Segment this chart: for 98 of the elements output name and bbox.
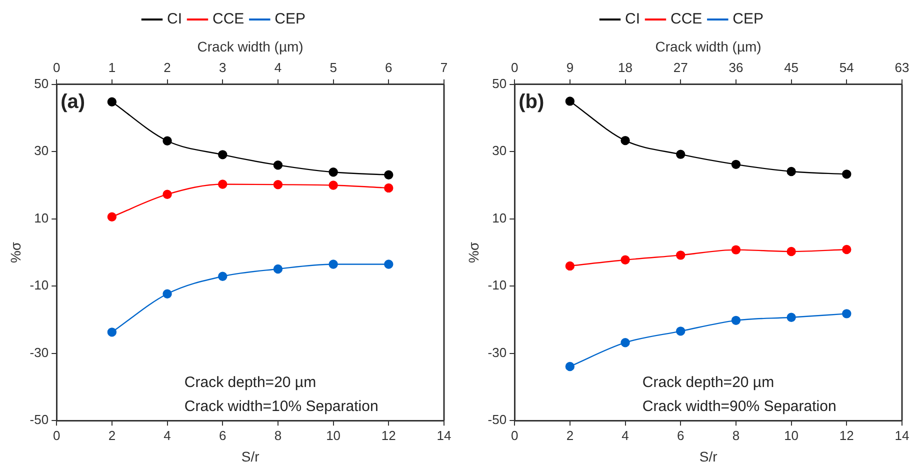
x-tick-label: 12 bbox=[381, 428, 396, 443]
x-axis-title: S/r bbox=[241, 448, 260, 464]
annotation: Crack depth=20 µm bbox=[184, 374, 316, 392]
y-tick-label: -10 bbox=[488, 278, 507, 293]
annotation: (a) bbox=[60, 90, 86, 113]
point bbox=[162, 190, 172, 199]
point bbox=[162, 289, 172, 298]
point bbox=[620, 338, 630, 348]
x-tick-label: 0 bbox=[510, 428, 518, 443]
point bbox=[676, 326, 686, 336]
x2-tick-label: 6 bbox=[385, 60, 392, 76]
point bbox=[620, 255, 630, 264]
point bbox=[107, 212, 117, 222]
point bbox=[384, 183, 394, 193]
point bbox=[107, 97, 117, 106]
y-tick-label: 30 bbox=[492, 143, 507, 158]
point bbox=[786, 246, 796, 256]
x2-tick-label: 27 bbox=[673, 60, 688, 76]
y-tick-label: 50 bbox=[34, 76, 49, 91]
point bbox=[676, 250, 686, 260]
x-tick-label: 12 bbox=[839, 428, 854, 443]
x2-tick-label: 54 bbox=[839, 60, 854, 76]
x2-tick-label: 9 bbox=[566, 60, 574, 76]
x-tick-label: 8 bbox=[274, 428, 282, 443]
x2-axis-title: Crack width (µm) bbox=[655, 38, 762, 54]
point bbox=[273, 180, 283, 190]
y-axis-title: %σ bbox=[465, 242, 482, 264]
x2-tick-label: 4 bbox=[274, 60, 282, 76]
x2-tick-label: 45 bbox=[784, 60, 799, 76]
annotation: Crack width=10% Separation bbox=[184, 398, 378, 416]
x2-axis-title: Crack width (µm) bbox=[197, 38, 304, 54]
x-axis-title: S/r bbox=[699, 448, 718, 464]
legend-label: CCE bbox=[212, 10, 244, 28]
x2-tick-label: 1 bbox=[108, 60, 116, 76]
y-tick-label: 10 bbox=[492, 210, 507, 226]
point bbox=[786, 312, 796, 322]
x-tick-label: 8 bbox=[732, 428, 740, 443]
x-tick-label: 0 bbox=[52, 428, 60, 443]
y-axis-title: %σ bbox=[7, 242, 24, 264]
x2-tick-label: 3 bbox=[219, 60, 226, 76]
point bbox=[731, 160, 741, 170]
point bbox=[273, 264, 283, 274]
annotation: Crack depth=20 µm bbox=[642, 374, 774, 392]
point bbox=[384, 170, 394, 180]
annotation: Crack width=90% Separation bbox=[642, 398, 836, 416]
point bbox=[162, 136, 172, 146]
point bbox=[842, 170, 852, 179]
x2-tick-label: 18 bbox=[618, 60, 633, 76]
point bbox=[273, 160, 283, 170]
point bbox=[565, 96, 575, 106]
x-tick-label: 14 bbox=[436, 428, 452, 443]
point bbox=[328, 168, 338, 177]
x2-tick-label: 7 bbox=[440, 60, 448, 76]
x-tick-label: 4 bbox=[164, 428, 171, 443]
point bbox=[218, 272, 228, 281]
x-tick-label: 2 bbox=[566, 428, 574, 443]
point bbox=[384, 260, 394, 269]
y-tick-label: -30 bbox=[30, 344, 49, 360]
legend-label: CEP bbox=[274, 10, 306, 28]
point bbox=[731, 245, 741, 254]
point bbox=[676, 150, 686, 159]
point bbox=[731, 316, 741, 326]
x-tick-label: 6 bbox=[677, 428, 684, 443]
point bbox=[842, 309, 852, 318]
y-tick-label: -10 bbox=[30, 278, 49, 293]
legend-label: CI bbox=[166, 10, 182, 28]
y-tick-label: -30 bbox=[488, 344, 507, 360]
y-tick-label: -50 bbox=[488, 412, 507, 428]
point bbox=[620, 136, 630, 146]
point bbox=[842, 244, 852, 254]
point bbox=[218, 180, 228, 189]
x2-tick-label: 0 bbox=[510, 60, 518, 76]
point bbox=[565, 362, 575, 372]
x2-tick-label: 5 bbox=[330, 60, 337, 76]
x2-tick-label: 0 bbox=[52, 60, 60, 76]
point bbox=[786, 166, 796, 176]
x2-tick-label: 2 bbox=[164, 60, 171, 76]
point bbox=[107, 328, 117, 337]
x-tick-label: 10 bbox=[784, 428, 799, 443]
point bbox=[218, 150, 228, 160]
legend-label: CI bbox=[624, 10, 640, 28]
x-tick-label: 4 bbox=[622, 428, 629, 443]
point bbox=[328, 180, 338, 190]
y-tick-label: 50 bbox=[492, 76, 507, 91]
legend-label: CCE bbox=[670, 10, 702, 28]
point bbox=[565, 261, 575, 271]
x2-tick-label: 63 bbox=[894, 60, 910, 76]
y-tick-label: 30 bbox=[34, 143, 49, 158]
annotation: (b) bbox=[518, 90, 544, 113]
point bbox=[328, 260, 338, 269]
x2-tick-label: 36 bbox=[728, 60, 744, 76]
y-tick-label: 10 bbox=[34, 210, 49, 226]
y-tick-label: -50 bbox=[30, 412, 49, 428]
x-tick-label: 2 bbox=[108, 428, 116, 443]
x-tick-label: 6 bbox=[219, 428, 226, 443]
x-tick-label: 10 bbox=[326, 428, 341, 443]
x-tick-label: 14 bbox=[894, 428, 910, 443]
legend-label: CEP bbox=[732, 10, 764, 28]
